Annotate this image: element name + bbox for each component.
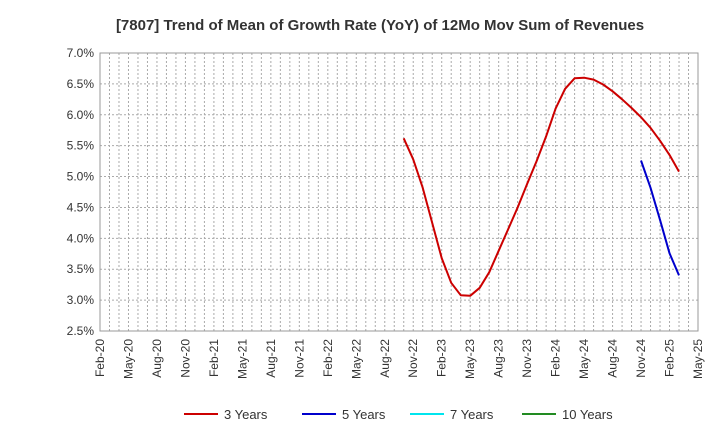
x-tick-label: May-20	[121, 339, 135, 379]
x-axis-ticks: Feb-20 May-20 Aug-20 Nov-20 Feb-21 May-21 Aug-…	[93, 339, 705, 379]
series-line-3-years	[402, 76, 680, 297]
series-layer	[402, 76, 680, 297]
x-tick-label: May-21	[235, 339, 249, 379]
x-tick-label: Aug-24	[606, 339, 620, 378]
x-tick-label: Feb-20	[93, 339, 107, 377]
x-tick-label: Aug-22	[378, 339, 392, 378]
y-tick-label: 2.5%	[67, 324, 95, 338]
legend-label-10-years: 10 Years	[562, 407, 613, 422]
legend-label-5-years: 5 Years	[342, 407, 386, 422]
x-tick-label: May-25	[691, 339, 705, 379]
y-axis-ticks: 7.0% 6.5% 6.0% 5.5% 5.0% 4.5% 4.0% 3.5% 3.0% 2.5%	[67, 46, 95, 338]
plot-area	[100, 53, 698, 331]
y-tick-label: 4.0%	[67, 231, 95, 245]
plot-frame	[99, 52, 699, 332]
x-tick-label: May-22	[349, 339, 363, 379]
x-tick-label: Aug-20	[150, 339, 164, 378]
x-tick-label: Nov-21	[292, 339, 306, 378]
x-tick-label: Feb-24	[549, 339, 563, 377]
x-tick-label: Nov-22	[406, 339, 420, 378]
x-tick-label: Nov-20	[178, 339, 192, 378]
y-tick-label: 6.0%	[67, 108, 95, 122]
y-tick-label: 4.5%	[67, 200, 95, 214]
y-tick-label: 5.0%	[67, 170, 95, 184]
y-tick-label: 5.5%	[67, 139, 95, 153]
x-tick-label: May-24	[577, 339, 591, 379]
x-tick-label: Feb-21	[207, 339, 221, 377]
legend-label-3-years: 3 Years	[224, 407, 268, 422]
x-tick-label: Aug-23	[492, 339, 506, 378]
y-tick-label: 3.0%	[67, 293, 95, 307]
x-tick-label: Feb-23	[435, 339, 449, 377]
x-tick-label: Feb-22	[321, 339, 335, 377]
legend-label-7-years: 7 Years	[450, 407, 494, 422]
x-tick-label: Feb-25	[663, 339, 677, 377]
x-tick-label: Nov-23	[520, 339, 534, 378]
series-line-5-years	[640, 160, 680, 276]
x-tick-label: Nov-24	[634, 339, 648, 378]
y-tick-label: 3.5%	[67, 262, 95, 276]
x-tick-label: May-23	[463, 339, 477, 379]
x-tick-label: Aug-21	[264, 339, 278, 378]
y-tick-label: 7.0%	[67, 46, 95, 60]
y-tick-label: 6.5%	[67, 77, 95, 91]
legend: 3 Years 5 Years 7 Years 10 Years	[184, 407, 613, 422]
chart-title: [7807] Trend of Mean of Growth Rate (YoY…	[116, 17, 644, 34]
